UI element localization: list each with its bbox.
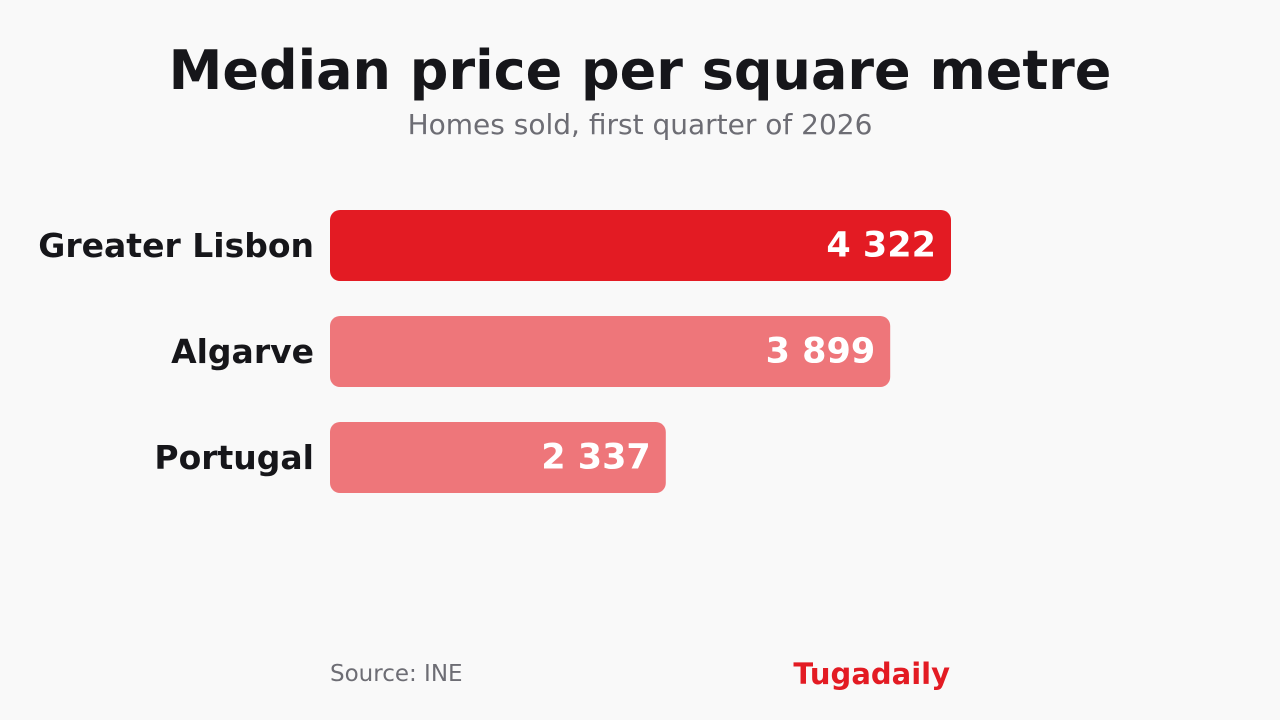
source-note: Source: INE [330,661,463,687]
category-label: Portugal [154,438,314,477]
bar-greater-lisbon [330,210,951,281]
chart-subtitle: Homes sold, first quarter of 2026 [407,108,873,141]
value-label: 4 322 [826,226,936,266]
category-label: Algarve [171,332,314,371]
value-label: 3 899 [766,332,876,372]
category-label: Greater Lisbon [38,226,314,265]
bar-portugal [330,422,666,493]
brand-logo: Tugadaily [793,657,950,691]
bar-algarve [330,316,891,387]
chart-title: Median price per square metre [168,39,1112,102]
value-label: 2 337 [541,438,651,478]
